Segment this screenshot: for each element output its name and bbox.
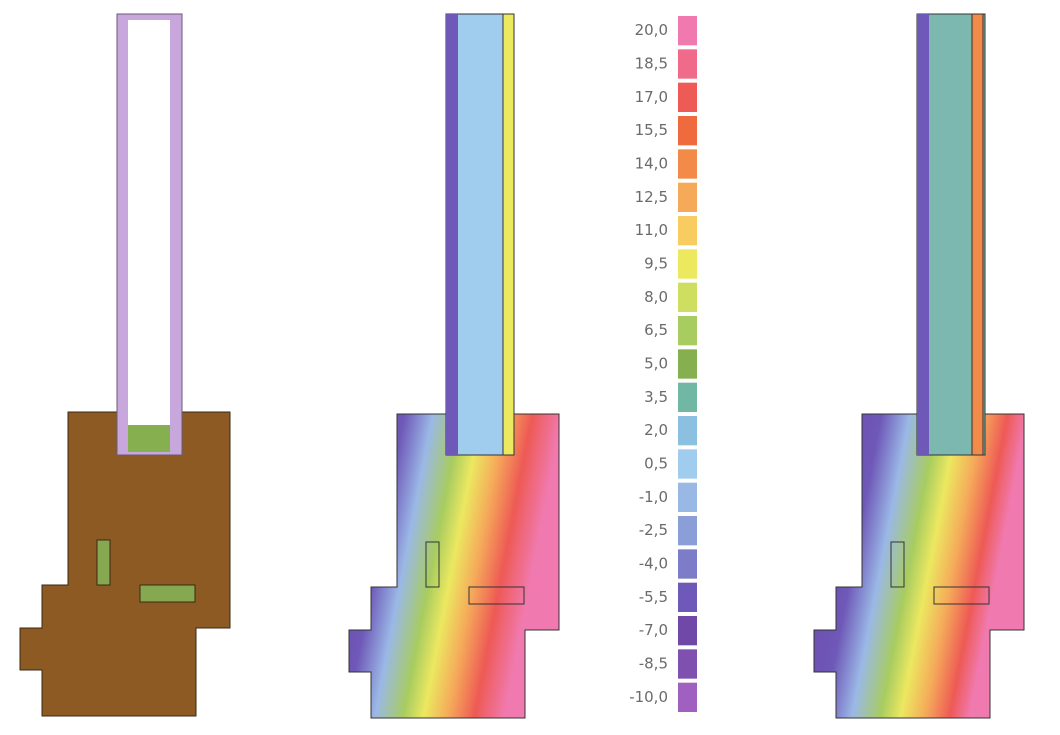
legend-swatch (678, 516, 697, 546)
legend-label: -5,5 (639, 588, 668, 606)
legend-label: -8,5 (639, 655, 668, 673)
legend-swatch (678, 182, 697, 212)
legend-swatch (678, 49, 697, 79)
legend-label: 12,5 (635, 188, 668, 206)
legend-swatch (678, 149, 697, 179)
section-thermal-a (348, 13, 560, 719)
legend-swatch (678, 382, 697, 412)
legend-label: -4,0 (639, 555, 668, 573)
legend-swatch (678, 616, 697, 646)
legend-swatch (678, 282, 697, 312)
legend-swatch (678, 682, 697, 712)
legend-swatch (678, 582, 697, 612)
legend-swatch (678, 416, 697, 446)
section-thermal-b (813, 13, 1025, 719)
legend-label: 9,5 (644, 255, 668, 273)
legend-label: 5,0 (644, 355, 668, 373)
section-construction (19, 13, 231, 717)
legend-swatch (678, 16, 697, 46)
legend-swatch (678, 349, 697, 379)
legend-label: 0,5 (644, 455, 668, 473)
legend-swatch (678, 316, 697, 346)
legend-label: -1,0 (639, 488, 668, 506)
legend-swatch (678, 549, 697, 579)
legend-swatch (678, 216, 697, 246)
legend-label: 14,0 (635, 155, 668, 173)
legend: 20,0 18,5 17,0 15,5 14,0 12,5 11,0 9,5 8,0 6,5 5,0… (629, 16, 697, 712)
legend-label: -10,0 (629, 688, 668, 706)
legend-label: 8,0 (644, 288, 668, 306)
legend-swatch (678, 249, 697, 279)
legend-swatch (678, 116, 697, 146)
legend-label: 20,0 (635, 21, 668, 39)
legend-swatch (678, 482, 697, 512)
legend-label: 15,5 (635, 121, 668, 139)
legend-swatch (678, 82, 697, 112)
legend-label: -2,5 (639, 521, 668, 539)
legend-label: 2,0 (644, 421, 668, 439)
legend-label: 17,0 (635, 88, 668, 106)
legend-label: 11,0 (635, 221, 668, 239)
legend-label: -7,0 (639, 621, 668, 639)
legend-label: 3,5 (644, 388, 668, 406)
legend-swatch (678, 449, 697, 479)
legend-label: 18,5 (635, 55, 668, 73)
legend-swatch (678, 649, 697, 679)
legend-label: 6,5 (644, 321, 668, 339)
